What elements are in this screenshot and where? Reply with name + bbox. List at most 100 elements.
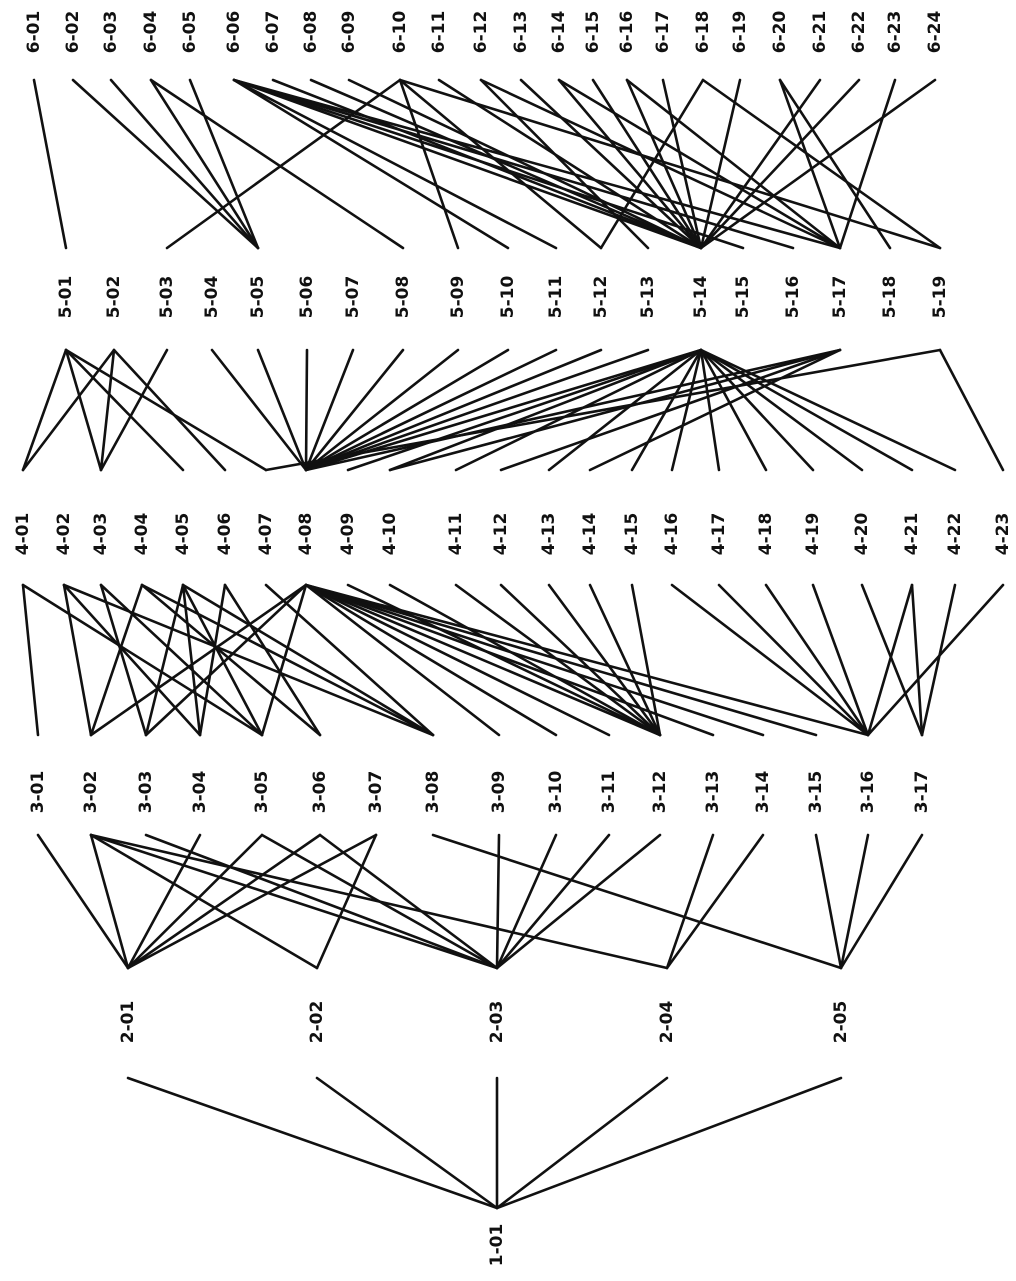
node-label-3-16: 3-16 [858,771,878,814]
edge-4-08-to-5-10 [304,348,510,472]
node-label-3-03: 3-03 [136,771,156,814]
edge-2-01-to-3-05 [126,833,264,970]
edge-4-01-to-5-02 [21,348,116,472]
edge-2-05-to-3-08 [431,833,843,970]
edge-5-05-to-6-03 [109,78,260,250]
edge-1-01-to-2-02 [315,1076,499,1210]
node-label-6-12: 6-12 [471,11,491,54]
edge-3-09-to-4-08 [304,583,501,737]
edge-2-05-to-3-15 [814,833,843,970]
node-label-6-03: 6-03 [101,11,121,54]
edge-5-14-to-6-08 [309,78,703,250]
edge-4-18-to-5-14 [699,348,768,472]
edge-5-14-to-6-13 [519,78,703,250]
edge-2-02-to-3-07 [315,833,378,970]
edge-4-03-to-5-03 [99,348,169,472]
node-label-6-01: 6-01 [24,11,44,54]
edge-3-17-to-4-20 [860,583,924,737]
edge-3-10-to-4-08 [304,583,558,737]
node-label-3-01: 3-01 [28,771,48,814]
edge-4-08-to-5-17 [304,348,842,472]
edge-4-12-to-5-17 [499,348,842,472]
edge-3-03-to-4-05 [144,583,185,737]
edge-2-02-to-3-02 [89,833,319,970]
node-label-6-09: 6-09 [339,11,359,54]
edge-5-05-to-6-05 [188,78,260,250]
node-label-4-03: 4-03 [91,513,111,556]
node-label-4-14: 4-14 [580,513,600,556]
edge-1-01-to-2-01 [126,1076,499,1210]
node-label-6-13: 6-13 [511,11,531,54]
node-label-5-05: 5-05 [248,276,268,319]
edge-4-10-to-5-17 [388,348,842,472]
node-label-5-07: 5-07 [343,276,363,319]
edge-5-14-to-6-15 [591,78,703,250]
edge-2-03-to-3-10 [495,833,558,970]
node-label-4-07: 4-07 [256,513,276,556]
edge-3-08-to-4-07 [264,583,435,737]
node-label-6-08: 6-08 [301,11,321,54]
node-label-5-06: 5-06 [297,276,317,319]
edge-4-08-to-5-09 [304,348,460,472]
node-label-4-11: 4-11 [446,513,466,556]
edge-3-12-to-4-12 [499,583,662,737]
edge-3-17-to-4-21 [910,583,924,737]
node-label-4-08: 4-08 [296,513,316,556]
edge-5-14-to-6-09 [347,78,703,250]
node-label-4-17: 4-17 [709,513,729,556]
edge-3-16-to-4-21 [866,583,914,737]
edge-1-01-to-2-04 [495,1076,669,1210]
node-label-4-20: 4-20 [852,513,872,556]
node-label-6-23: 6-23 [885,11,905,54]
edge-4-13-to-5-14 [547,348,703,472]
edge-4-22-to-5-14 [699,348,957,472]
node-label-4-13: 4-13 [539,513,559,556]
edge-3-11-to-4-08 [304,583,611,737]
node-label-3-05: 3-05 [252,771,272,814]
edge-layer [21,78,1005,1210]
edge-3-12-to-4-15 [630,583,662,737]
node-label-5-02: 5-02 [104,276,124,319]
node-label-3-09: 3-09 [489,771,509,814]
node-label-2-02: 2-02 [307,1001,327,1044]
edge-5-16-to-6-06 [232,78,795,250]
edge-3-02-to-4-02 [62,583,93,737]
edge-2-03-to-3-03 [144,833,499,970]
node-label-6-16: 6-16 [617,11,637,54]
edge-3-04-to-4-05 [181,583,202,737]
edge-3-16-to-4-23 [866,583,1005,737]
edge-5-14-to-6-19 [699,78,742,250]
node-label-2-04: 2-04 [657,1001,677,1044]
edge-4-03-to-5-01 [64,348,103,472]
node-label-3-06: 3-06 [310,771,330,814]
edge-2-01-to-3-01 [36,833,130,970]
node-label-3-02: 3-02 [81,771,101,814]
node-label-5-10: 5-10 [498,276,518,319]
edge-5-14-to-6-24 [699,78,937,250]
edge-3-16-to-4-16 [670,583,870,737]
edge-5-11-to-6-06 [232,78,558,250]
node-label-5-15: 5-15 [733,276,753,319]
node-label-5-11: 5-11 [546,276,566,319]
edge-4-08-to-5-13 [304,348,650,472]
edge-3-05-to-4-05 [181,583,264,737]
edge-3-03-to-4-03 [99,583,148,737]
node-label-4-16: 4-16 [662,513,682,556]
edge-3-08-to-4-05 [181,583,435,737]
node-label-4-23: 4-23 [993,513,1013,556]
edge-5-14-to-6-14 [557,78,703,250]
edge-5-08-to-6-04 [149,78,405,250]
edge-5-14-to-6-21 [699,78,822,250]
edge-4-06-to-5-02 [112,348,227,472]
node-label-3-04: 3-04 [190,771,210,814]
edge-3-03-to-4-08 [144,583,308,737]
node-label-6-02: 6-02 [63,11,83,54]
edge-4-08-to-5-11 [304,348,558,472]
edge-4-01-to-5-01 [21,348,68,472]
edge-3-04-to-4-02 [62,583,202,737]
edge-5-05-to-6-04 [149,78,260,250]
node-label-4-06: 4-06 [215,513,235,556]
edge-1-01-to-2-05 [495,1076,843,1210]
node-label-6-24: 6-24 [925,11,945,54]
edge-5-18-to-6-20 [778,78,892,250]
